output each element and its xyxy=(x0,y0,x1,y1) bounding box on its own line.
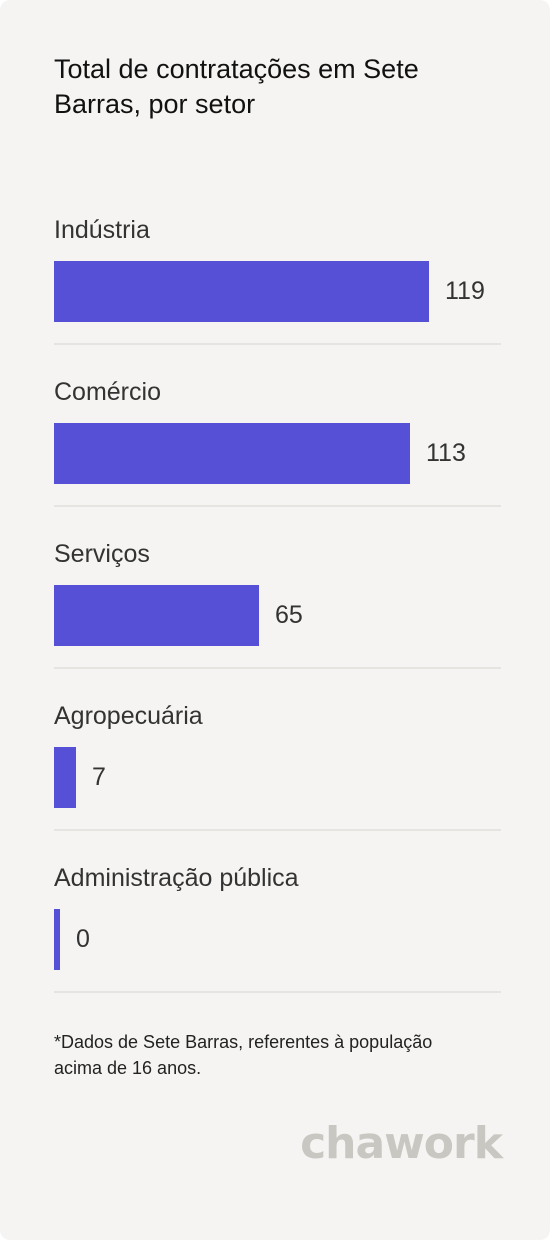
bar-value-label: 65 xyxy=(275,601,303,629)
bar-value-label: 119 xyxy=(445,277,485,305)
row-divider xyxy=(54,505,501,507)
chart-title: Total de contratações em Sete Barras, po… xyxy=(54,54,419,119)
bar-row: Indústria 119 xyxy=(54,214,501,376)
bar-value-label: 0 xyxy=(76,925,90,953)
bar-row: Comércio 113 xyxy=(54,376,501,538)
bar-value-label: 113 xyxy=(426,439,466,467)
bar-row: Administração pública 0 xyxy=(54,862,501,1024)
row-divider xyxy=(54,667,501,669)
bar xyxy=(54,261,429,322)
bar xyxy=(54,747,76,808)
category-label: Indústria xyxy=(54,216,150,244)
bar-row: Serviços 65 xyxy=(54,538,501,700)
bar xyxy=(54,909,60,970)
bar xyxy=(54,423,410,484)
bar-value-label: 7 xyxy=(92,763,106,791)
row-divider xyxy=(54,991,501,993)
footnote: *Dados de Sete Barras, referentes à popu… xyxy=(54,1032,433,1078)
brand-logo: chawork xyxy=(300,1118,503,1169)
bar-chart: Indústria 119 Comércio 113 Serviços 65 Agropec… xyxy=(54,0,501,1000)
category-label: Agropecuária xyxy=(54,702,203,730)
bar-row: Agropecuária 7 xyxy=(54,700,501,862)
category-label: Comércio xyxy=(54,378,161,406)
bar xyxy=(54,585,259,646)
row-divider xyxy=(54,343,501,345)
category-label: Administração pública xyxy=(54,864,299,892)
row-divider xyxy=(54,829,501,831)
category-label: Serviços xyxy=(54,540,150,568)
